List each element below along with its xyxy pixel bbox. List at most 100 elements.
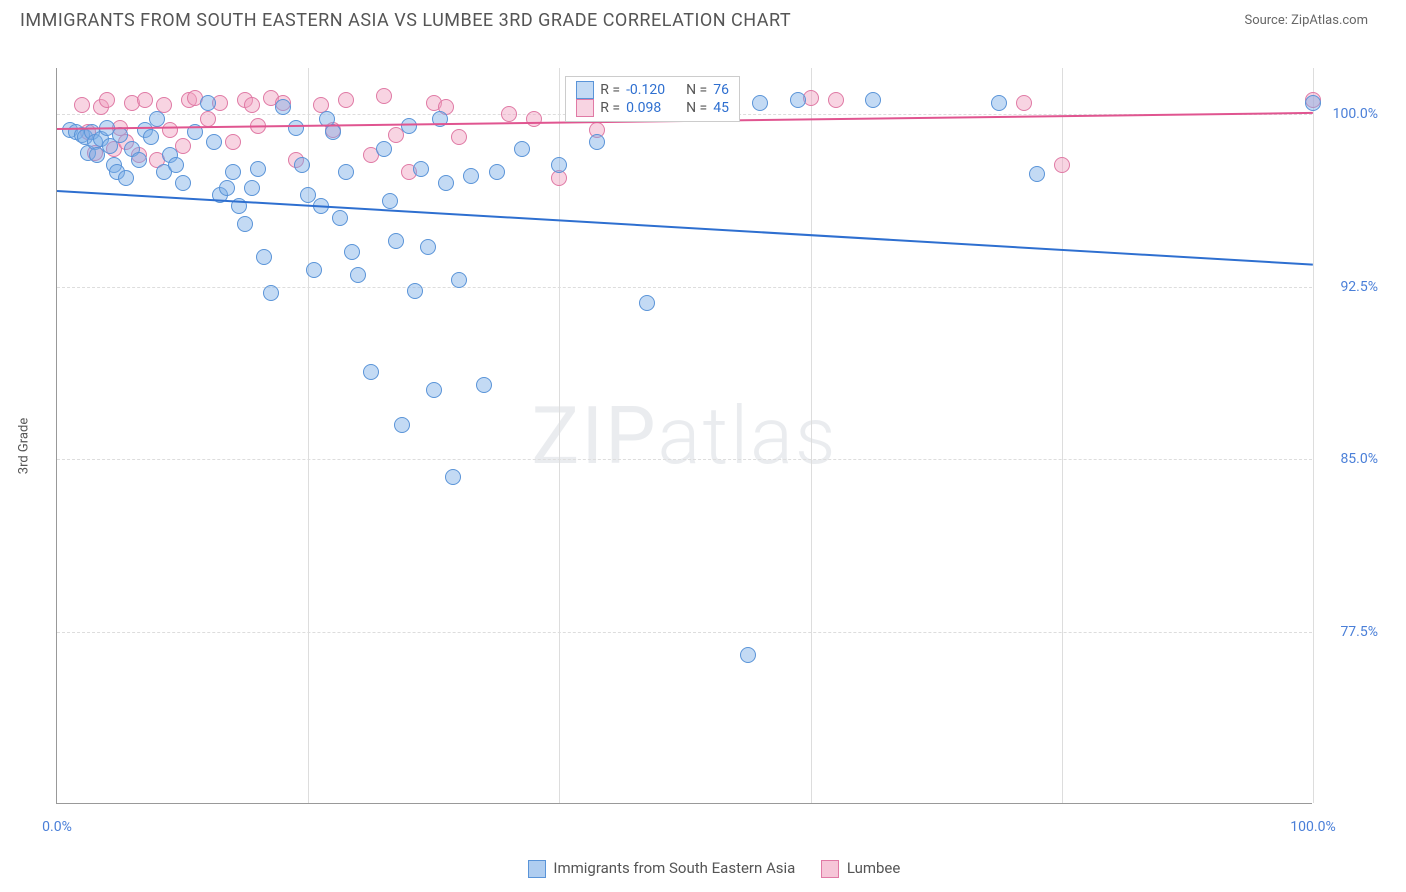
- scatter-point-blue: [514, 141, 530, 157]
- legend-row-blue: R = -0.120 N = 76: [576, 81, 729, 99]
- legend-swatch-pink: [821, 860, 839, 878]
- scatter-point-pink: [225, 134, 241, 150]
- scatter-point-pink: [338, 92, 354, 108]
- scatter-point-blue: [175, 175, 191, 191]
- scatter-point-blue: [489, 164, 505, 180]
- legend-swatch-pink: [576, 99, 594, 117]
- scatter-point-blue: [382, 193, 398, 209]
- scatter-point-blue: [294, 157, 310, 173]
- scatter-point-blue: [394, 417, 410, 433]
- legend-r-label: R =: [600, 82, 620, 98]
- scatter-point-blue: [991, 95, 1007, 111]
- scatter-point-blue: [237, 216, 253, 232]
- gridline-v: [308, 68, 309, 803]
- scatter-point-blue: [476, 377, 492, 393]
- scatter-plot-area: ZIPatlas 77.5%85.0%92.5%100.0%0.0%100.0%…: [56, 68, 1312, 804]
- scatter-point-blue: [200, 95, 216, 111]
- x-tick-label: 100.0%: [1290, 819, 1335, 835]
- gridline-h: [57, 287, 1312, 288]
- scatter-point-blue: [551, 157, 567, 173]
- scatter-point-blue: [118, 170, 134, 186]
- scatter-point-pink: [451, 129, 467, 145]
- scatter-point-blue: [168, 157, 184, 173]
- source-attribution: Source: ZipAtlas.com: [1244, 13, 1368, 28]
- scatter-point-pink: [137, 92, 153, 108]
- legend-n-label: N =: [686, 100, 707, 116]
- scatter-point-blue: [445, 469, 461, 485]
- scatter-point-blue: [350, 267, 366, 283]
- scatter-point-pink: [74, 97, 90, 113]
- legend-label-pink: Lumbee: [847, 859, 901, 877]
- scatter-point-pink: [99, 92, 115, 108]
- correlation-legend: R = -0.120 N = 76 R = 0.098 N = 45: [565, 76, 740, 122]
- scatter-point-blue: [1305, 95, 1321, 111]
- scatter-point-blue: [325, 124, 341, 140]
- scatter-point-blue: [206, 134, 222, 150]
- legend-n-label: N =: [686, 82, 707, 98]
- scatter-point-blue: [256, 249, 272, 265]
- scatter-point-blue: [407, 283, 423, 299]
- x-tick-label: 0.0%: [42, 819, 72, 835]
- scatter-point-blue: [376, 141, 392, 157]
- gridline-v: [811, 68, 812, 803]
- scatter-point-pink: [551, 170, 567, 186]
- scatter-point-blue: [740, 647, 756, 663]
- gridline-v: [1313, 68, 1314, 803]
- gridline-v: [1062, 68, 1063, 803]
- scatter-point-blue: [149, 111, 165, 127]
- y-tick-label: 77.5%: [1340, 624, 1378, 640]
- scatter-point-blue: [639, 295, 655, 311]
- scatter-point-blue: [388, 233, 404, 249]
- y-axis-label: 3rd Grade: [17, 418, 32, 474]
- scatter-point-blue: [219, 180, 235, 196]
- scatter-point-blue: [143, 129, 159, 145]
- legend-r-label: R =: [600, 100, 620, 116]
- legend-label-blue: Immigrants from South Eastern Asia: [553, 859, 795, 877]
- y-tick-label: 100.0%: [1333, 106, 1378, 122]
- scatter-point-blue: [131, 152, 147, 168]
- scatter-point-blue: [306, 262, 322, 278]
- scatter-point-pink: [376, 88, 392, 104]
- legend-swatch-blue: [528, 860, 546, 878]
- scatter-point-blue: [244, 180, 260, 196]
- scatter-point-blue: [332, 210, 348, 226]
- scatter-point-blue: [451, 272, 467, 288]
- scatter-point-blue: [363, 364, 379, 380]
- scatter-point-pink: [501, 106, 517, 122]
- scatter-point-blue: [288, 120, 304, 136]
- scatter-point-blue: [263, 285, 279, 301]
- scatter-point-blue: [225, 164, 241, 180]
- scatter-point-blue: [275, 99, 291, 115]
- legend-row-pink: R = 0.098 N = 45: [576, 99, 729, 117]
- scatter-point-pink: [828, 92, 844, 108]
- scatter-point-blue: [338, 164, 354, 180]
- scatter-point-pink: [162, 122, 178, 138]
- legend-n-value: 45: [713, 100, 729, 116]
- scatter-point-blue: [752, 95, 768, 111]
- gridline-h: [57, 459, 1312, 460]
- legend-n-value: 76: [713, 82, 729, 98]
- scatter-point-blue: [413, 161, 429, 177]
- y-tick-label: 85.0%: [1340, 451, 1378, 467]
- chart-title: IMMIGRANTS FROM SOUTH EASTERN ASIA VS LU…: [20, 10, 791, 31]
- legend-r-value: 0.098: [626, 100, 680, 116]
- scatter-point-blue: [250, 161, 266, 177]
- scatter-point-blue: [463, 168, 479, 184]
- scatter-point-blue: [589, 134, 605, 150]
- scatter-point-blue: [344, 244, 360, 260]
- scatter-point-blue: [790, 92, 806, 108]
- scatter-point-pink: [1016, 95, 1032, 111]
- scatter-point-blue: [420, 239, 436, 255]
- watermark: ZIPatlas: [531, 389, 837, 483]
- y-tick-label: 92.5%: [1340, 279, 1378, 295]
- scatter-point-blue: [865, 92, 881, 108]
- scatter-point-blue: [1029, 166, 1045, 182]
- gridline-h: [57, 632, 1312, 633]
- scatter-point-pink: [244, 97, 260, 113]
- scatter-point-pink: [1054, 157, 1070, 173]
- footer-legend: Immigrants from South Eastern Asia Lumbe…: [0, 859, 1406, 878]
- scatter-point-pink: [526, 111, 542, 127]
- legend-r-value: -0.120: [626, 82, 680, 98]
- scatter-point-blue: [438, 175, 454, 191]
- scatter-point-pink: [200, 111, 216, 127]
